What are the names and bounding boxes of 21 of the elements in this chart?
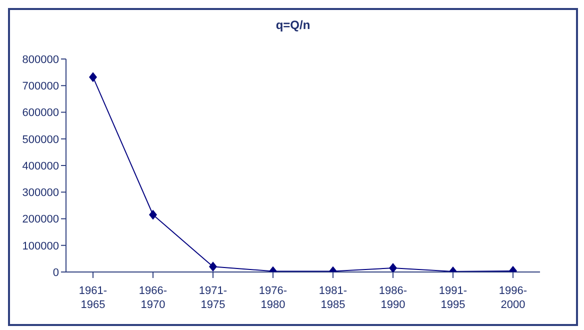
y-tick-label: 100000 <box>22 240 59 252</box>
y-tick-label: 500000 <box>22 134 59 146</box>
x-tick-label: 1976-1980 <box>258 285 288 311</box>
y-tick-label: 200000 <box>22 214 59 226</box>
y-tick-label: 400000 <box>22 160 59 172</box>
x-tick-label: 1966-1970 <box>138 285 168 311</box>
y-tick-label: 700000 <box>22 80 59 93</box>
x-tick-label: 1986-1990 <box>378 285 408 311</box>
y-tick-label: 300000 <box>22 187 59 200</box>
y-tick-label: 800000 <box>22 54 59 66</box>
y-tick-label: 600000 <box>22 107 59 120</box>
chart-title: q=Q/n <box>274 18 312 32</box>
y-tick-label: 0 <box>52 266 59 279</box>
point <box>149 210 157 220</box>
x-tick-label: 1981-1985 <box>318 285 348 311</box>
x-tick-label: 1996-2000 <box>498 285 528 311</box>
x-tick-label: 1991-1995 <box>438 285 468 311</box>
x-tick-label: 1961-1965 <box>78 285 108 311</box>
point <box>89 72 97 82</box>
x-tick-label: 1971-1975 <box>198 285 228 311</box>
point <box>389 263 397 272</box>
